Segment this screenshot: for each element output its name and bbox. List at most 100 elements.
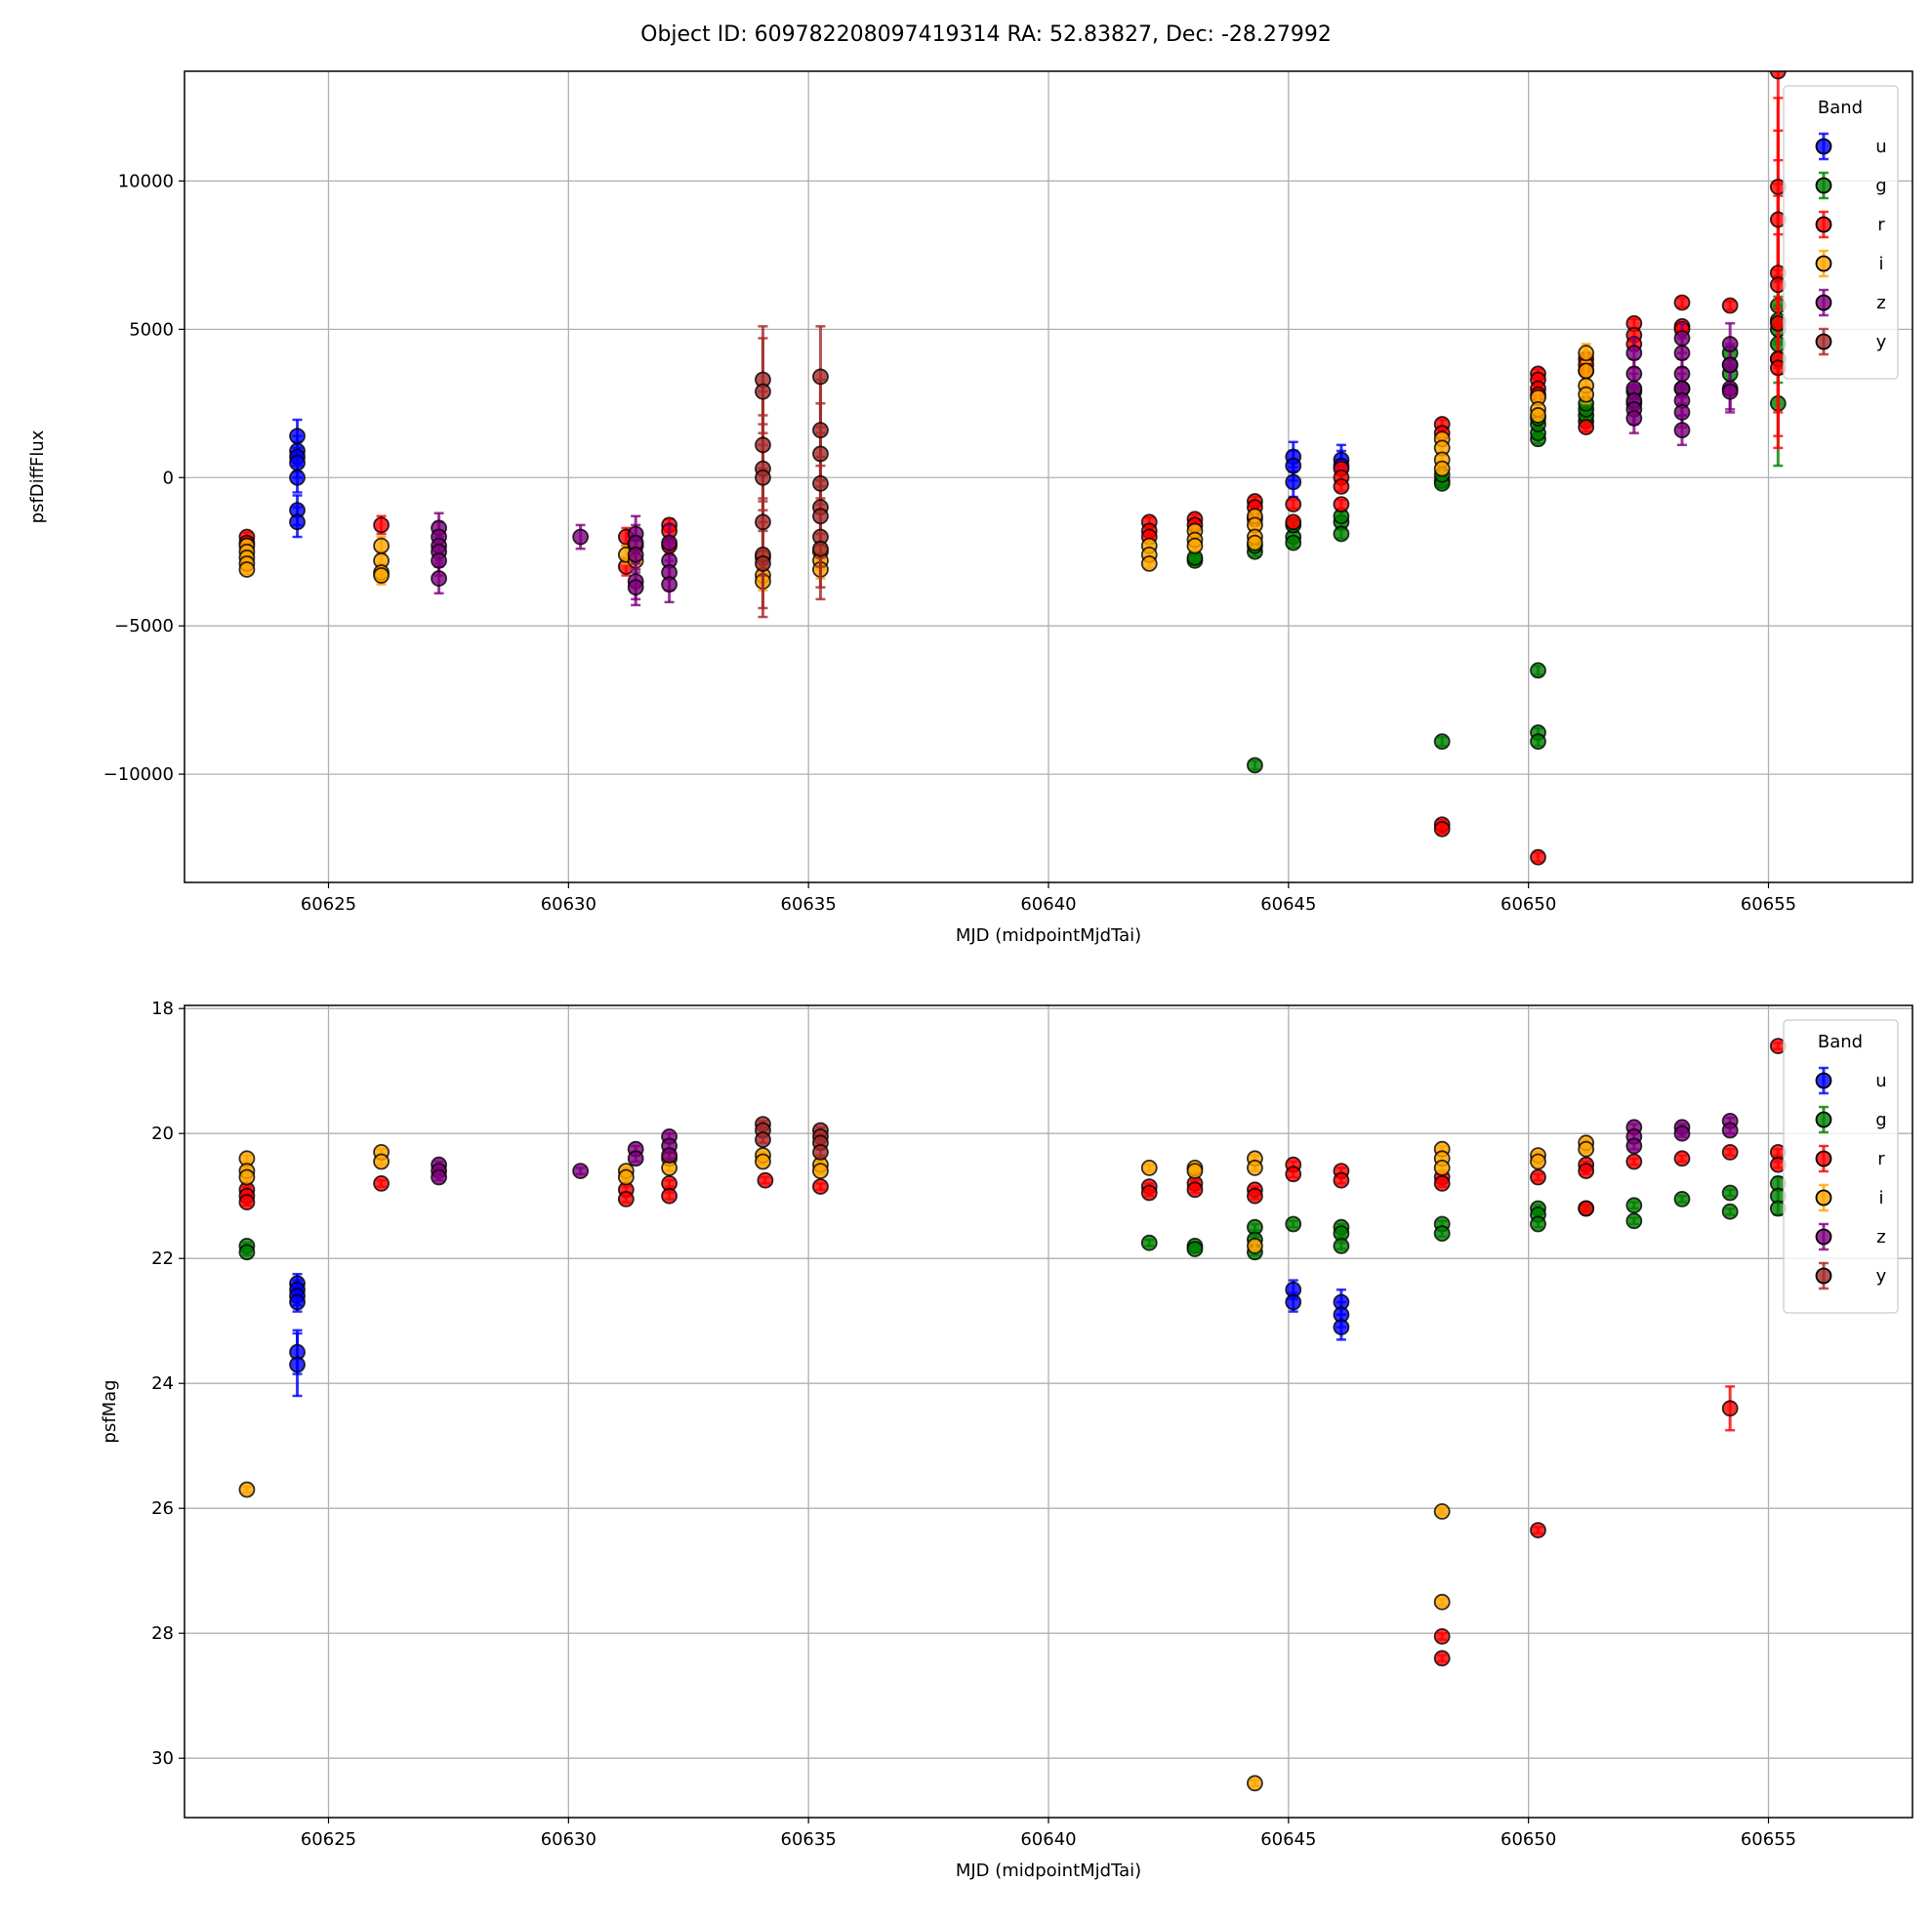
- data-point-g: [1333, 525, 1350, 543]
- data-point-g: [1530, 1215, 1546, 1233]
- data-point-z: [627, 1150, 644, 1167]
- data-point-i: [1433, 460, 1451, 477]
- series-z: [431, 322, 1739, 607]
- data-point-g: [1186, 1241, 1204, 1257]
- y-tick-label: −10000: [103, 764, 174, 785]
- series-r: [238, 1038, 1787, 1667]
- data-point-i: [617, 1168, 635, 1186]
- legend-label-r: r: [1877, 215, 1885, 235]
- data-point-i: [1578, 345, 1595, 362]
- data-point-y: [812, 445, 829, 463]
- series-y: [755, 325, 829, 619]
- flux-panel: 60625 60630 60635 60640 60645 60650 60655 −1000…: [27, 70, 1913, 946]
- data-point-r: [238, 1194, 256, 1210]
- legend-label-y: y: [1876, 332, 1887, 352]
- data-point-z: [1721, 356, 1739, 374]
- data-point-r: [1333, 477, 1350, 495]
- legend-marker-y: [1815, 1267, 1832, 1285]
- data-point-z: [661, 1147, 678, 1164]
- data-point-y: [812, 474, 829, 492]
- data-point-g: [1433, 1225, 1451, 1242]
- data-point-z: [1673, 345, 1691, 362]
- data-point-i: [1140, 1160, 1158, 1176]
- legend-marker-u: [1815, 138, 1832, 155]
- x-tick-label: 60630: [541, 894, 596, 915]
- legend-label-g: g: [1875, 1110, 1886, 1130]
- data-point-z: [1673, 1125, 1691, 1142]
- data-point-i: [238, 1168, 256, 1186]
- data-point-z: [431, 570, 447, 587]
- x-axis-label: MJD (midpointMjdTai): [956, 925, 1141, 946]
- data-point-y: [812, 1144, 829, 1161]
- data-point-g: [1721, 1203, 1739, 1220]
- data-point-r: [1433, 1650, 1451, 1667]
- data-point-z: [661, 576, 678, 593]
- data-point-i: [812, 1163, 829, 1179]
- data-point-u: [289, 513, 306, 531]
- data-point-r: [1721, 297, 1739, 314]
- data-point-z: [1625, 410, 1643, 427]
- y-tick-label: 20: [151, 1124, 174, 1144]
- data-point-u: [1285, 473, 1302, 491]
- data-point-z: [627, 579, 644, 596]
- x-tick-label: 60655: [1741, 894, 1796, 915]
- series-g: [1186, 280, 1787, 774]
- data-point-g: [1625, 1212, 1643, 1230]
- data-point-i: [373, 567, 390, 584]
- data-point-i: [1578, 1140, 1595, 1158]
- y-tick-label: 5000: [129, 319, 174, 340]
- legend-marker-z: [1815, 1228, 1832, 1246]
- data-point-y: [812, 508, 829, 525]
- axes-frame: [184, 70, 1913, 883]
- data-point-r: [757, 1171, 774, 1189]
- y-tick-label: 0: [163, 468, 174, 488]
- data-point-i: [238, 561, 256, 578]
- data-point-r: [1433, 1628, 1451, 1645]
- data-point-r: [1530, 1522, 1546, 1538]
- data-point-r: [1673, 1150, 1691, 1167]
- data-point-z: [1721, 383, 1739, 400]
- data-point-g: [1530, 733, 1546, 751]
- data-point-u: [289, 454, 306, 471]
- data-point-r: [812, 1178, 829, 1195]
- data-point-g: [1433, 733, 1451, 751]
- data-point-g: [1673, 1191, 1691, 1207]
- data-point-r: [661, 1187, 678, 1205]
- legend-marker-y: [1815, 333, 1832, 350]
- data-point-z: [572, 1163, 590, 1179]
- data-point-r: [1333, 496, 1350, 513]
- series-g: [238, 1175, 1787, 1261]
- data-point-g: [1285, 534, 1302, 552]
- y-tick-label: 22: [151, 1248, 174, 1269]
- data-point-r: [1769, 71, 1787, 80]
- data-point-i: [1578, 386, 1595, 403]
- data-point-r: [1530, 848, 1546, 866]
- data-point-z: [431, 552, 447, 569]
- y-tick-label: −5000: [114, 616, 174, 636]
- legend-label-z: z: [1876, 1227, 1885, 1248]
- data-point-i: [1186, 537, 1204, 554]
- legend-title: Band: [1818, 98, 1863, 118]
- data-point-i: [1530, 1153, 1546, 1170]
- y-tick-label: 30: [151, 1748, 174, 1769]
- y-axis-label: psfDiffFlux: [27, 430, 48, 523]
- data-point-i: [373, 1153, 390, 1170]
- x-tick-label: 60645: [1260, 894, 1316, 915]
- mag-panel: 60625 60630 60635 60640 60645 60650 60655 18 20 2…: [100, 999, 1913, 1881]
- figure-title: Object ID: 609782208097419314 RA: 52.838…: [640, 22, 1332, 47]
- data-point-z: [1625, 365, 1643, 383]
- data-point-y: [755, 554, 771, 572]
- data-point-i: [1140, 554, 1158, 572]
- data-point-r: [1530, 1168, 1546, 1186]
- x-tick-label: 60655: [1741, 1829, 1796, 1850]
- data-point-r: [1433, 1175, 1451, 1192]
- data-point-u: [1285, 1293, 1302, 1311]
- legend-marker-r: [1815, 1150, 1832, 1167]
- legend-label-u: u: [1875, 137, 1886, 157]
- data-point-i: [1247, 1160, 1263, 1176]
- series-z: [431, 1113, 1739, 1186]
- data-point-r: [1625, 1153, 1643, 1170]
- x-tick-label: 60650: [1500, 1829, 1556, 1850]
- legend-label-y: y: [1876, 1266, 1887, 1287]
